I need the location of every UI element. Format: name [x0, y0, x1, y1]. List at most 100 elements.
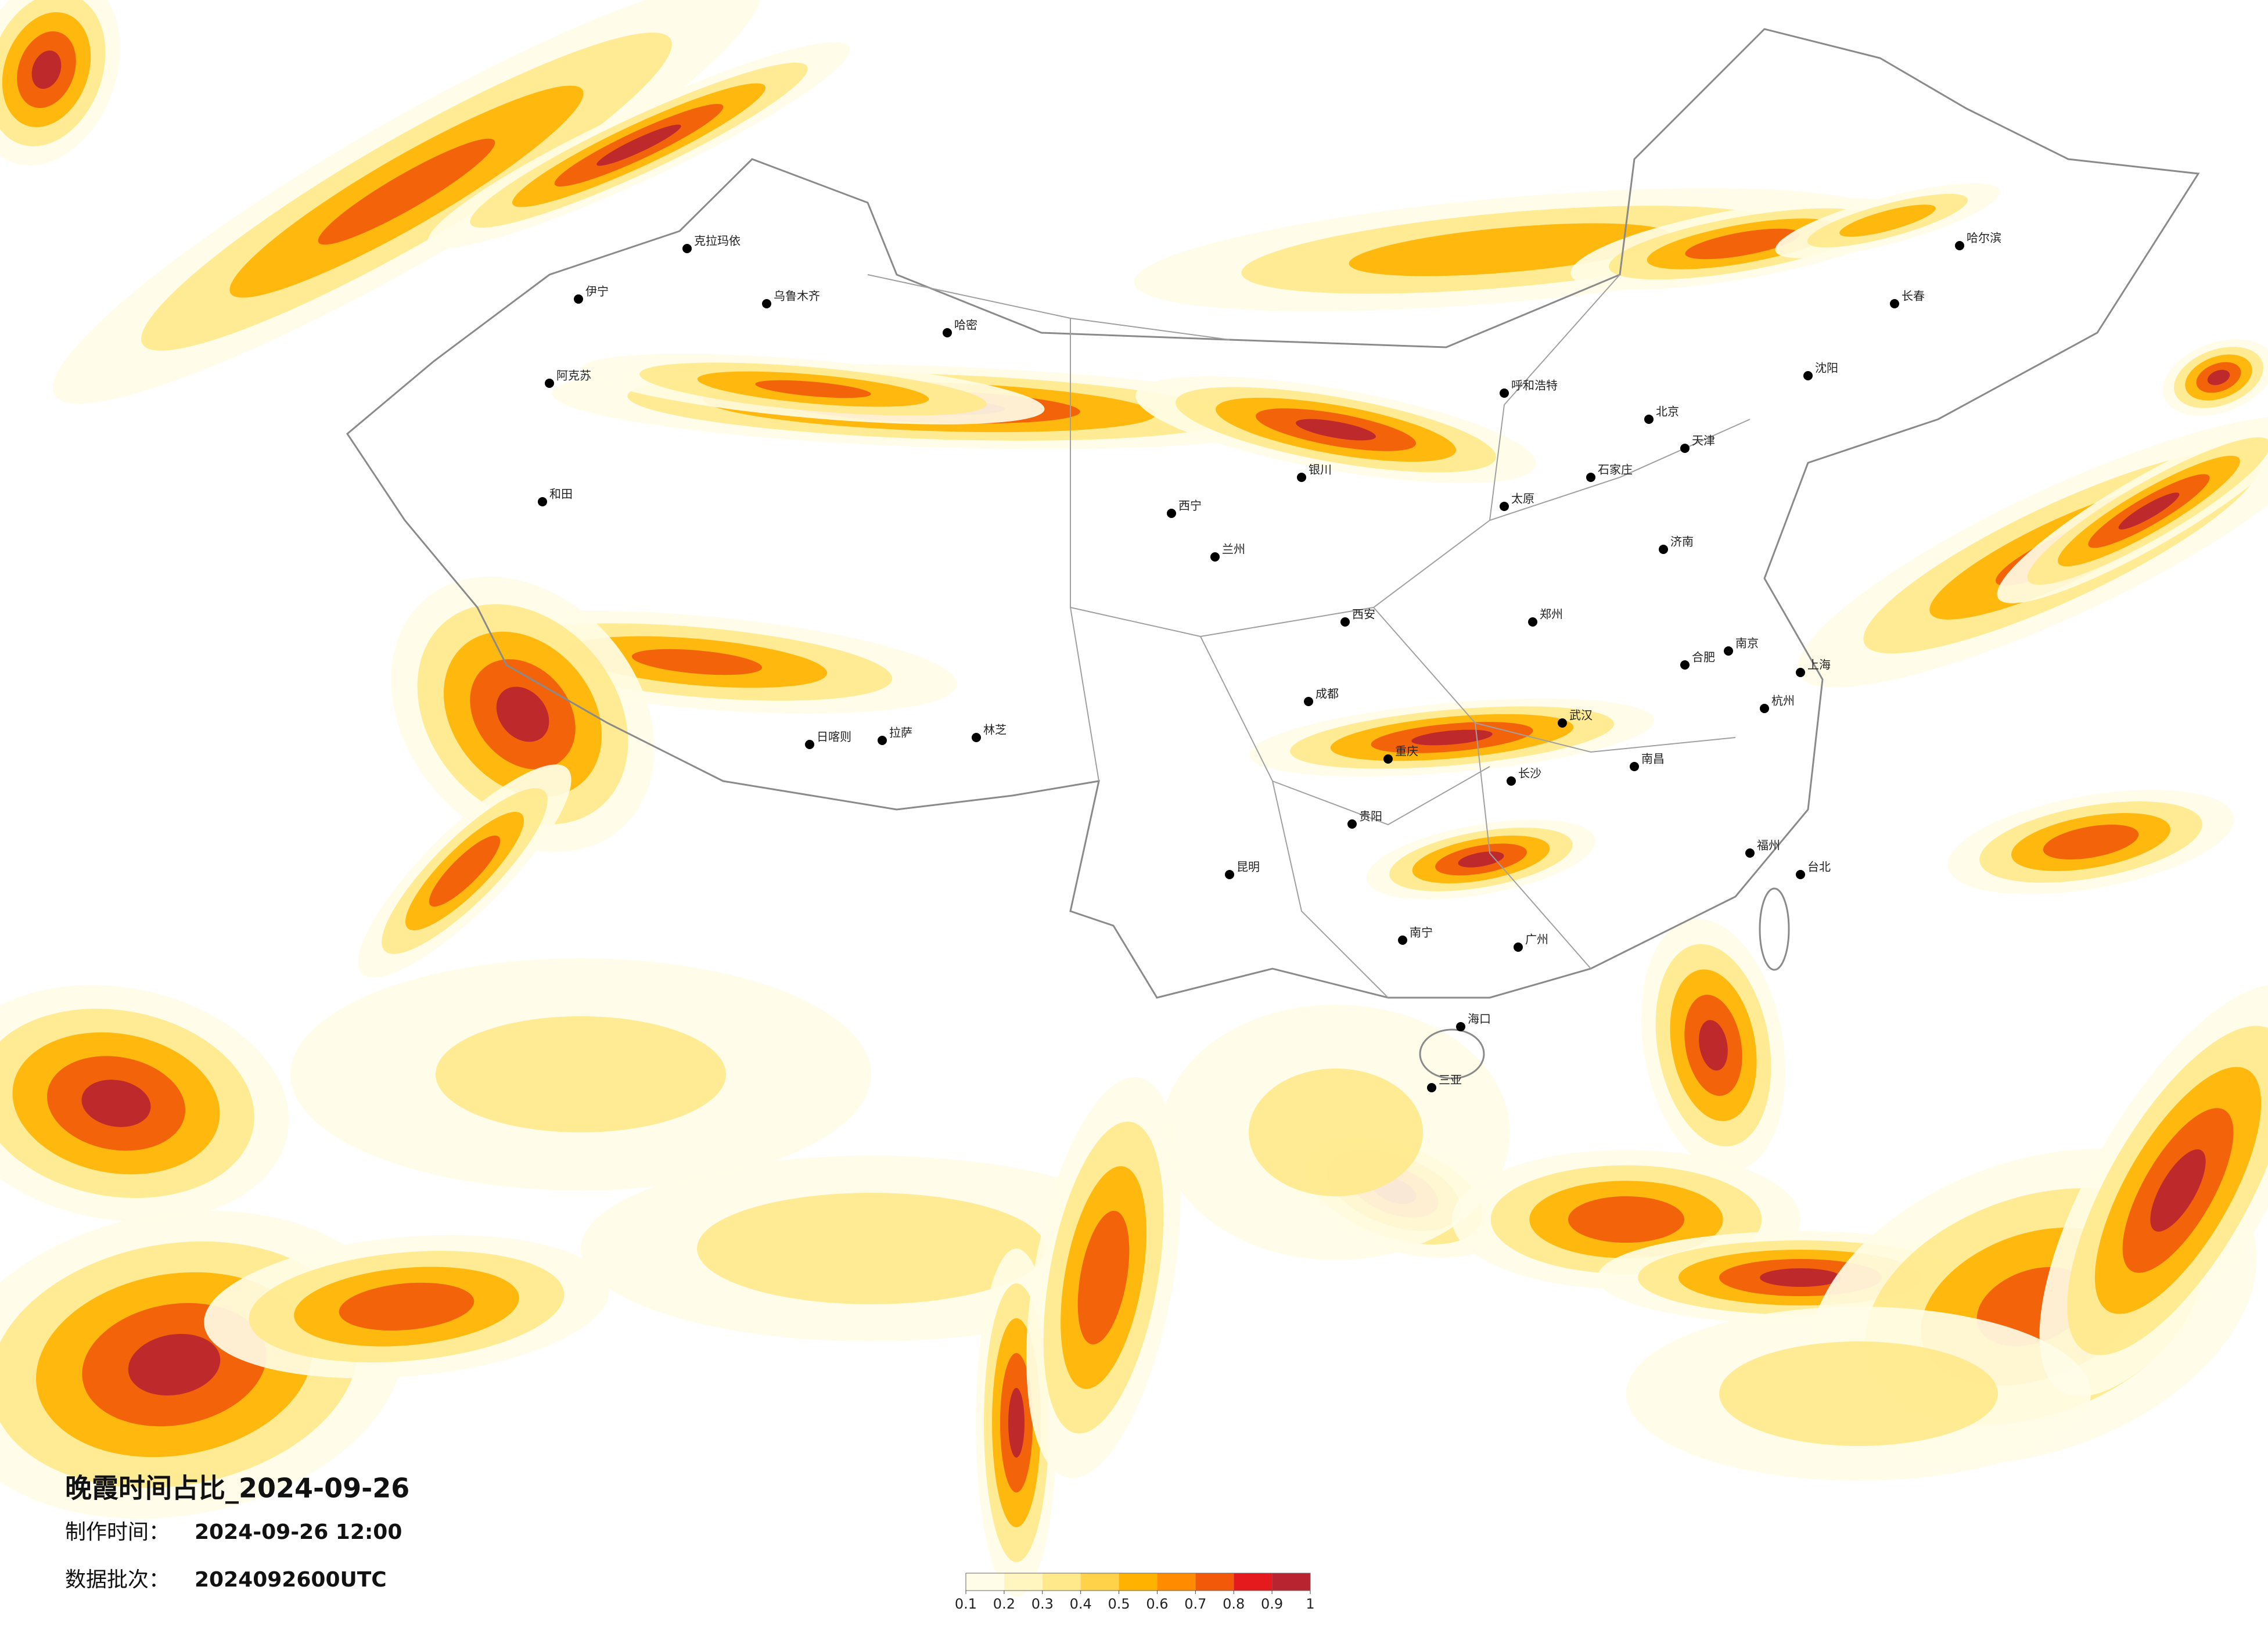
city-dot — [1796, 870, 1805, 879]
city-dot — [1659, 545, 1668, 554]
city-label: 杭州 — [1771, 694, 1795, 708]
boundaries — [346, 28, 2200, 1080]
colorbar-tick-label: 1 — [1306, 1596, 1314, 1612]
heat-patch — [1719, 1341, 1998, 1446]
city-dot — [1760, 704, 1769, 713]
city-label: 南京 — [1735, 636, 1759, 650]
city-label: 克拉玛依 — [694, 234, 741, 248]
colorbar-tick-label: 0.7 — [1184, 1596, 1206, 1612]
colorbar-swatch — [1234, 1573, 1273, 1591]
hainan — [1419, 1028, 1485, 1080]
city-dot — [1304, 697, 1313, 706]
city-dot — [545, 379, 554, 388]
city-label: 合肥 — [1692, 650, 1715, 664]
city-dot — [1630, 762, 1639, 771]
heat-patch — [2207, 369, 2230, 386]
batch-label: 数据批次： — [65, 1568, 170, 1592]
city-dot — [878, 736, 887, 745]
city-label: 太原 — [1511, 492, 1534, 506]
city-dot — [1514, 942, 1523, 952]
country-outline — [346, 28, 2200, 999]
city-dot — [1507, 776, 1516, 786]
city-label: 林芝 — [983, 723, 1007, 737]
city-label: 海口 — [1468, 1012, 1491, 1026]
heat-patch — [496, 686, 549, 742]
city-dot — [1500, 388, 1509, 398]
city-dot — [1297, 473, 1306, 482]
city-label: 福州 — [1757, 839, 1780, 852]
heat-patch — [1296, 419, 1376, 441]
colorbar-swatch — [1272, 1573, 1310, 1591]
city-label: 乌鲁木齐 — [774, 289, 820, 303]
city-dot — [1586, 473, 1595, 482]
heat-patch — [755, 380, 871, 398]
city-label: 昆明 — [1237, 860, 1260, 874]
heat-patch — [2043, 825, 2139, 859]
heat-patch — [339, 1282, 475, 1331]
city-label: 武汉 — [1569, 708, 1593, 722]
city-label: 济南 — [1670, 535, 1694, 549]
city-label: 郑州 — [1540, 607, 1563, 621]
colorbar-swatch — [1157, 1573, 1196, 1591]
heat-patch — [1411, 729, 1493, 746]
city-dot — [1680, 660, 1690, 670]
city-dot — [1383, 754, 1393, 764]
colorbar-tick-label: 0.3 — [1031, 1596, 1054, 1612]
city-dot — [1456, 1022, 1465, 1031]
city-label: 天津 — [1692, 434, 1715, 448]
city-dot — [1347, 819, 1357, 829]
city-dot — [1644, 415, 1654, 424]
city-label: 成都 — [1315, 687, 1339, 701]
heat-patch — [2118, 492, 2180, 530]
city-dot — [682, 244, 692, 253]
city-label: 台北 — [1807, 860, 1831, 874]
city-label: 贵阳 — [1359, 810, 1382, 823]
city-label: 呼和浩特 — [1511, 379, 1558, 393]
heat-patch — [318, 138, 495, 245]
taiwan — [1759, 887, 1790, 971]
city-label: 银川 — [1309, 463, 1332, 477]
heat-patch — [429, 835, 501, 907]
city-dot — [1955, 241, 1964, 250]
heat-patch — [1008, 1388, 1025, 1458]
city-label: 长沙 — [1518, 767, 1541, 780]
city-dot — [1340, 617, 1350, 627]
city-dot — [972, 733, 981, 742]
heat-patch — [1760, 1268, 1841, 1287]
heat-patch — [1249, 1069, 1423, 1196]
city-label: 兰州 — [1222, 542, 1245, 556]
heat-patch — [631, 649, 763, 675]
colorbar-swatch — [1119, 1573, 1158, 1591]
batch-value: 2024092600UTC — [195, 1568, 387, 1592]
heat-patch — [1077, 1210, 1130, 1345]
city-label: 哈尔滨 — [1967, 231, 2001, 245]
city-label: 日喀则 — [817, 730, 851, 744]
colorbar-tick-label: 0.1 — [955, 1596, 977, 1612]
city-label: 南昌 — [1641, 752, 1665, 766]
province-lines — [867, 274, 1751, 998]
city-label: 长春 — [1902, 289, 1925, 303]
city-dot — [1528, 617, 1537, 627]
colorbar-swatch — [1195, 1573, 1234, 1591]
city-dot — [943, 328, 952, 337]
city-dot — [1427, 1083, 1436, 1092]
city-dot — [1745, 848, 1755, 858]
city-label: 三亚 — [1439, 1073, 1462, 1087]
colorbar-tick-label: 0.9 — [1261, 1596, 1283, 1612]
colorbar-tick-label: 0.4 — [1070, 1596, 1092, 1612]
city-label: 上海 — [1807, 658, 1831, 672]
made-label: 制作时间： — [65, 1520, 170, 1544]
city-dot — [1398, 936, 1407, 945]
heat-patch — [1568, 1196, 1684, 1243]
city-dot — [538, 497, 547, 506]
colorbar: 0.1 0.2 0.3 0.4 0.5 0.6 0.7 0.8 0.9 1 — [955, 1573, 1315, 1612]
city-label: 南宁 — [1410, 926, 1433, 940]
heat-patch — [1839, 204, 1936, 237]
made-value: 2024-09-26 12:00 — [195, 1520, 402, 1544]
city-label: 西宁 — [1178, 499, 1202, 513]
city-dot — [1724, 646, 1733, 656]
city-label: 阿克苏 — [556, 369, 591, 383]
